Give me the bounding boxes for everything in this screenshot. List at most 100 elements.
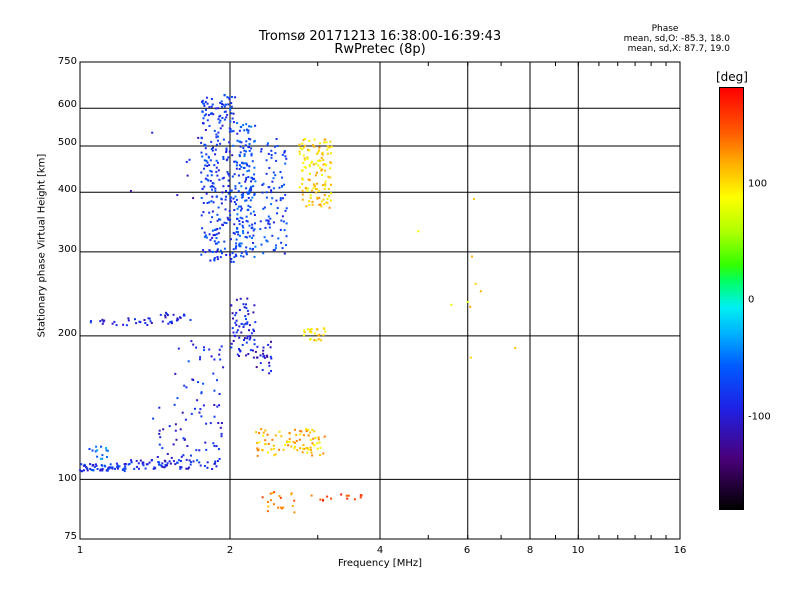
data-point [301, 193, 304, 196]
data-point [260, 243, 263, 246]
data-point [105, 447, 107, 450]
data-point [206, 202, 209, 204]
data-point [267, 215, 270, 218]
data-point [105, 469, 108, 472]
data-point [252, 356, 255, 359]
data-point [83, 469, 85, 472]
data-point [346, 497, 349, 500]
data-point [232, 260, 235, 263]
data-point [176, 397, 179, 400]
data-point [309, 338, 312, 341]
data-point [247, 313, 250, 316]
data-point [304, 144, 306, 147]
data-point [222, 366, 225, 369]
data-point [310, 161, 313, 164]
data-point [284, 443, 286, 446]
data-point [322, 499, 324, 502]
data-point [260, 148, 263, 151]
x-tick-label: 8 [526, 545, 534, 556]
data-point [296, 449, 299, 452]
data-point [212, 201, 215, 204]
data-point [225, 116, 228, 119]
data-point [261, 369, 264, 371]
data-point [221, 252, 223, 255]
data-point [186, 174, 189, 177]
data-point [474, 282, 477, 285]
data-point [204, 441, 207, 444]
data-point [298, 153, 301, 156]
data-point [208, 125, 211, 127]
data-point [179, 467, 182, 470]
data-point [247, 129, 250, 132]
data-point [272, 444, 275, 447]
data-point [245, 303, 247, 306]
data-point [218, 457, 221, 460]
data-point [230, 189, 233, 192]
data-point [269, 355, 272, 358]
data-point [215, 250, 218, 253]
data-point [262, 355, 265, 358]
data-point [115, 324, 118, 327]
data-point [268, 226, 271, 229]
data-point [314, 436, 317, 439]
data-point [106, 456, 108, 458]
data-point [253, 304, 256, 307]
data-point [95, 464, 98, 467]
data-point [319, 142, 321, 145]
data-point [266, 142, 269, 145]
data-point [217, 118, 220, 121]
data-point [256, 454, 259, 457]
data-point [310, 160, 313, 163]
data-point [217, 139, 219, 142]
data-point [279, 496, 282, 499]
data-point [230, 102, 233, 105]
data-point [326, 198, 329, 200]
data-point [229, 258, 232, 261]
data-point [168, 425, 171, 428]
data-point [310, 451, 313, 454]
data-point [104, 465, 107, 468]
data-point [254, 321, 257, 324]
data-point [262, 434, 265, 437]
data-point [244, 162, 247, 165]
data-point [276, 207, 279, 209]
data-point [277, 506, 279, 509]
data-point [217, 241, 220, 244]
data-point [218, 121, 221, 124]
data-point [231, 312, 234, 315]
data-point [301, 183, 304, 185]
data-point [256, 345, 259, 348]
data-point [211, 149, 214, 152]
data-point [212, 182, 215, 185]
data-point [142, 461, 145, 464]
data-point [215, 166, 218, 169]
data-point [241, 194, 244, 197]
data-point [310, 331, 312, 334]
data-point [236, 122, 239, 124]
data-point [185, 467, 188, 470]
data-point [254, 124, 257, 127]
data-point [111, 466, 114, 469]
data-point [234, 247, 237, 250]
data-point [148, 461, 151, 464]
data-point [261, 184, 264, 186]
data-point [307, 178, 310, 181]
data-point [203, 231, 206, 234]
data-point [279, 197, 282, 200]
data-point [283, 252, 286, 255]
data-point [270, 189, 273, 192]
data-point [276, 145, 279, 147]
data-point [252, 234, 255, 237]
data-point [253, 214, 256, 216]
data-point [161, 320, 164, 323]
data-point [265, 159, 268, 162]
data-point [248, 224, 251, 227]
data-point [219, 101, 222, 104]
data-point [309, 431, 312, 434]
data-point [251, 196, 254, 199]
data-point [100, 457, 102, 460]
data-point [191, 378, 194, 381]
data-point [293, 447, 296, 450]
data-point [211, 216, 214, 219]
